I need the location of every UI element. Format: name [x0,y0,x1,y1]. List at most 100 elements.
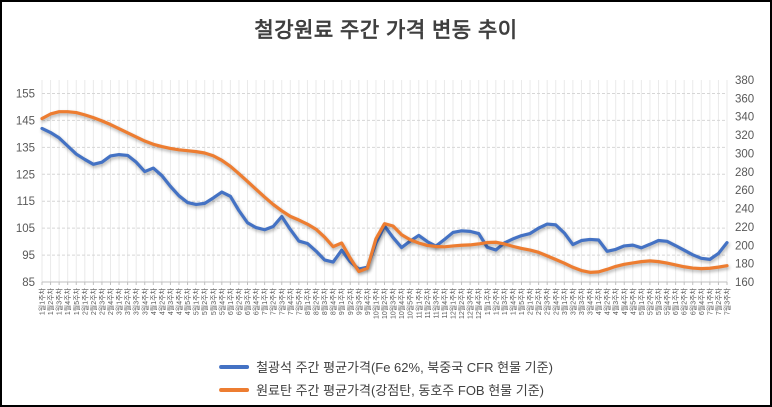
svg-text:4월5주차: 4월5주차 [183,287,192,315]
svg-text:6월2주차: 6월2주차 [680,287,689,315]
svg-text:2월4주차: 2월4주차 [551,287,560,315]
left-axis-labels: 85 95 105 115 125 135 145 155 [16,88,35,289]
svg-text:6월3주차: 6월3주차 [688,287,697,315]
svg-text:5월3주차: 5월3주차 [654,287,663,315]
svg-text:3월2주차: 3월2주차 [568,287,577,315]
legend-label-iron-ore: 철광석 주간 평균가격(Fe 62%, 북중국 CFR 현물 기준) [256,360,553,375]
chart-canvas: 85 95 105 115 125 135 145 155 160 180 200 220 240 260… [16,75,754,319]
svg-text:11월1주차: 11월1주차 [414,287,423,318]
svg-text:8월2주차: 8월2주차 [312,287,321,315]
svg-text:3월3주차: 3월3주차 [132,287,141,315]
vertical-gridlines [41,80,728,282]
svg-text:4월3주차: 4월3주차 [611,287,620,315]
svg-text:11월2주차: 11월2주차 [423,287,432,318]
legend-label-coking-coal: 원료탄 주간 평균가격(강점탄, 동호주 FOB 현물 기준) [256,383,544,398]
svg-text:6월2주차: 6월2주차 [234,287,243,315]
svg-text:5월1주차: 5월1주차 [192,287,201,315]
svg-text:380: 380 [735,75,754,87]
svg-text:2월1주차: 2월1주차 [526,287,535,315]
svg-text:9월4주차: 9월4주차 [363,287,372,315]
svg-text:320: 320 [735,130,754,142]
svg-text:220: 220 [735,222,754,234]
svg-text:1월2주차: 1월2주차 [46,287,55,315]
svg-text:125: 125 [16,169,35,181]
svg-text:360: 360 [735,93,754,105]
svg-text:10월2주차: 10월2주차 [380,287,389,319]
chart-legend: 철광석 주간 평균가격(Fe 62%, 북중국 CFR 현물 기준) 원료탄 주… [219,357,553,399]
x-axis-line [41,281,728,285]
svg-text:4월2주차: 4월2주차 [157,287,166,315]
svg-text:4월4주차: 4월4주차 [620,287,629,315]
svg-text:7월5주차: 7월5주차 [294,287,303,315]
svg-text:4월5주차: 4월5주차 [628,287,637,315]
svg-text:12월2주차: 12월2주차 [457,287,466,319]
svg-text:160: 160 [735,277,754,289]
svg-text:4월4주차: 4월4주차 [175,287,184,315]
svg-text:95: 95 [22,250,35,262]
svg-text:1월1주차: 1월1주차 [483,287,492,315]
svg-text:3월3주차: 3월3주차 [577,287,586,315]
svg-text:2월3주차: 2월3주차 [543,287,552,315]
iron-ore-line-swatch [219,364,250,369]
svg-text:8월3주차: 8월3주차 [320,287,329,315]
svg-text:260: 260 [735,185,754,197]
svg-text:4월1주차: 4월1주차 [594,287,603,315]
svg-text:10월1주차: 10월1주차 [371,287,380,319]
svg-text:5월4주차: 5월4주차 [217,287,226,315]
svg-text:145: 145 [16,115,35,127]
series-coking-coal-line [40,110,729,274]
svg-text:1월4주차: 1월4주차 [508,287,517,315]
svg-text:2월1주차: 2월1주차 [80,287,89,315]
svg-text:6월4주차: 6월4주차 [697,287,706,315]
svg-text:2월3주차: 2월3주차 [97,287,106,315]
svg-text:3월1주차: 3월1주차 [115,287,124,315]
svg-text:3월4주차: 3월4주차 [140,287,149,315]
svg-text:7월3주차: 7월3주차 [277,287,286,315]
svg-text:3월1주차: 3월1주차 [560,287,569,315]
svg-text:1월1주차: 1월1주차 [38,287,47,315]
svg-text:1월3주차: 1월3주차 [500,287,509,315]
svg-text:5월2주차: 5월2주차 [200,287,209,315]
svg-text:200: 200 [735,240,754,252]
svg-text:5월1주차: 5월1주차 [637,287,646,315]
svg-text:1월5주차: 1월5주차 [517,287,526,315]
svg-text:7월1주차: 7월1주차 [260,287,269,315]
svg-text:6월1주차: 6월1주차 [671,287,680,315]
svg-text:155: 155 [16,88,35,100]
legend-item-coking-coal: 원료탄 주간 평균가격(강점탄, 동호주 FOB 현물 기준) [219,380,553,399]
svg-text:340: 340 [735,112,754,124]
svg-text:12월1주차: 12월1주차 [449,287,458,319]
svg-text:7월4주차: 7월4주차 [286,287,295,315]
right-axis-labels: 160 180 200 220 240 260 280 300 320 340 360 380 [735,75,754,289]
chart-title: 철강원료 주간 가격 변동 추이 [254,19,518,42]
svg-text:4월1주차: 4월1주차 [149,287,158,315]
svg-text:115: 115 [17,196,35,208]
svg-text:135: 135 [16,142,35,154]
svg-text:300: 300 [735,148,754,160]
svg-text:6월3주차: 6월3주차 [243,287,252,315]
svg-text:240: 240 [735,204,754,216]
svg-text:180: 180 [735,259,754,271]
svg-text:3월4주차: 3월4주차 [586,287,595,315]
svg-text:1월2주차: 1월2주차 [491,287,500,315]
svg-text:5월4주차: 5월4주차 [663,287,672,315]
svg-text:7월3주차: 7월3주차 [723,287,732,315]
svg-text:4월2주차: 4월2주차 [603,287,612,315]
svg-text:3월2주차: 3월2주차 [123,287,132,315]
svg-text:1월3주차: 1월3주차 [55,287,64,315]
svg-text:5월3주차: 5월3주차 [209,287,218,315]
legend-item-iron-ore: 철광석 주간 평균가격(Fe 62%, 북중국 CFR 현물 기준) [219,357,553,376]
svg-text:1월4주차: 1월4주차 [63,287,72,315]
svg-text:7월2주차: 7월2주차 [714,287,723,315]
svg-text:10월3주차: 10월3주차 [389,287,398,319]
svg-text:2월4주차: 2월4주차 [106,287,115,315]
svg-text:1월5주차: 1월5주차 [72,287,81,315]
svg-text:2월2주차: 2월2주차 [89,287,98,315]
svg-text:7월1주차: 7월1주차 [705,287,714,315]
svg-text:10월5주차: 10월5주차 [406,287,415,319]
coking-coal-line-swatch [219,387,250,392]
svg-text:5월2주차: 5월2주차 [645,287,654,315]
svg-text:6월1주차: 6월1주차 [226,287,235,315]
svg-text:85: 85 [22,277,35,289]
svg-text:9월1주차: 9월1주차 [337,287,346,315]
